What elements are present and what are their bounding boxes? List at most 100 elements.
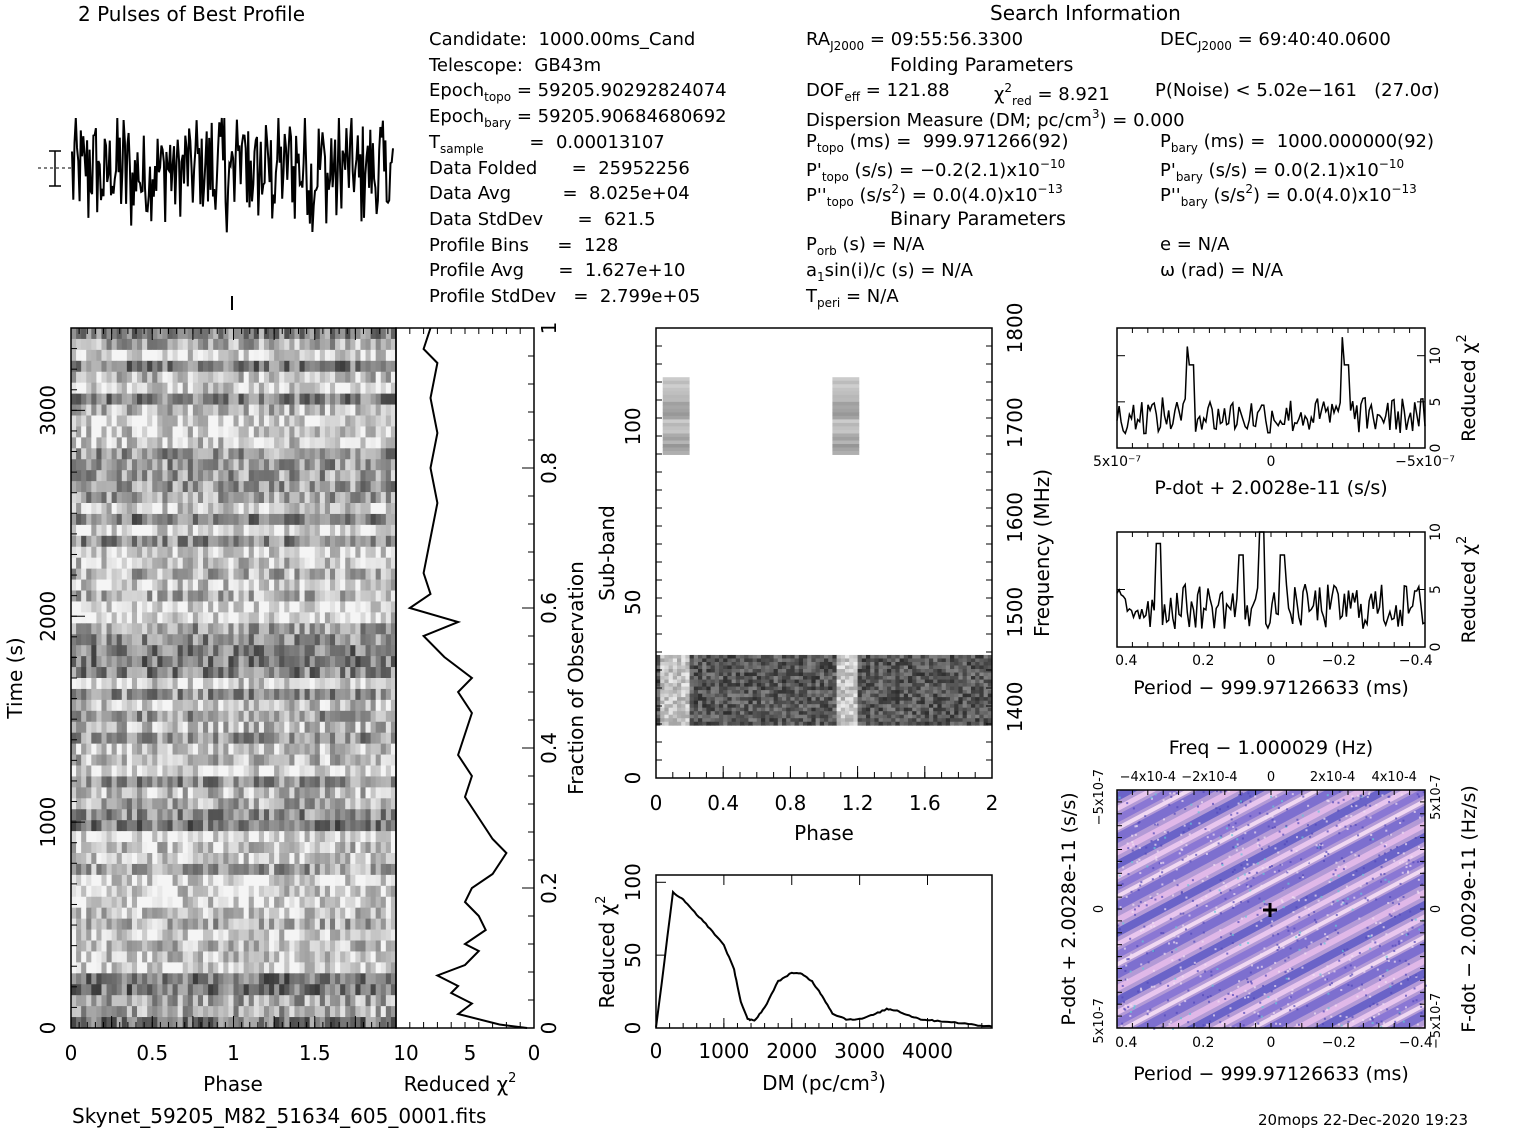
pdot-chi2-ytick: 5	[1428, 397, 1444, 406]
pulse-profile-line	[71, 117, 394, 233]
subband-xtick: 2	[986, 791, 999, 815]
time-phase-heatmap	[71, 328, 397, 1029]
subband-xtick: 0	[650, 791, 663, 815]
pdot-chi2-ytick: 0	[1428, 444, 1444, 453]
dm-xtick: 4000	[902, 1039, 953, 1063]
ppdot-xtick: −0.4	[1399, 1035, 1433, 1051]
ppdot-title: Freq − 1.000029 (Hz)	[1169, 737, 1373, 759]
time-phase-ytick: 3000	[36, 385, 60, 436]
time-chi2-ticks: 10 5 0 0 0.2 0.4 0.6 0.8 1 Reduced χ2 Fraction of …	[393, 322, 588, 1096]
dof-eff: DOFeff = 121.88	[806, 80, 950, 104]
info-left-row: Profile Avg = 1.627e+10	[429, 260, 686, 282]
dm-ylabel: Reduced χ2	[594, 896, 619, 1009]
pdot-chi2-xtick: 5x10⁻⁷	[1093, 454, 1141, 470]
eccentricity: e = N/A	[1160, 234, 1230, 255]
dec: DECJ2000 = 69:40:40.0600	[1160, 29, 1391, 53]
pddot-topo: P''topo (s/s2) = 0.0(4.0)x10−13	[806, 182, 1063, 209]
subband-ticks: 0 0.4 0.8 1.2 1.6 2 0 50 100 1400 1500 1600 1700 1800…	[595, 303, 1054, 845]
subband-ytick: 100	[621, 407, 645, 445]
time-phase-xlabel: Phase	[203, 1072, 263, 1096]
ppdot-ytick: −5x10-7	[1092, 769, 1107, 825]
reduced-chi2: χ2red = 8.921	[994, 81, 1110, 108]
pdot-chi2-line	[1116, 337, 1426, 435]
subband-phase-panel: 0 0.4 0.8 1.2 1.6 2 0 50 100 1400 1500 1600 1700 1800…	[595, 303, 1054, 845]
t-peri: Tperi = N/A	[806, 286, 899, 310]
p-pdot-panel: 0.4 0.2 0 −0.2 −0.4 −4x10-4 −2x10-4 0 2x10-4 4x10…	[1058, 737, 1480, 1085]
period-chi2-xlabel: Period − 999.97126633 (ms)	[1133, 677, 1409, 699]
dm-ytick: 50	[621, 942, 645, 967]
pdot-chi2-ylabel: Reduced χ2	[1455, 334, 1480, 442]
dm-ytick: 100	[621, 863, 645, 901]
time-chi2-xlabel: Reduced χ2	[404, 1071, 517, 1096]
info-left-row: Epochbary = 59205.90684680692	[429, 106, 727, 131]
dm-xtick: 3000	[834, 1039, 885, 1063]
ppdot-ytick: 0	[1092, 905, 1107, 913]
subband-ylabel-right: Frequency (MHz)	[1030, 469, 1054, 637]
time-chi2-panel: 10 5 0 0 0.2 0.4 0.6 0.8 1 Reduced χ2 Fraction of …	[393, 322, 588, 1096]
subband-heatmap	[656, 377, 993, 726]
p-bary: Pbary (ms) = 1000.000000(92)	[1160, 131, 1434, 155]
ppdot-ylabel: P-dot + 2.0028e-11 (s/s)	[1058, 792, 1080, 1025]
filename: Skynet_59205_M82_51634_605_0001.fits	[72, 1104, 487, 1128]
ppdot-ylabel-right: F-dot − 2.0029e-11 (Hz/s)	[1458, 785, 1480, 1033]
ppdot-right-tick: −5x10-7	[1429, 993, 1444, 1049]
time-chi2-ytick: 0.6	[537, 592, 561, 624]
dm-xtick: 1000	[698, 1039, 749, 1063]
time-chi2-xtick: 10	[393, 1041, 418, 1065]
subband-freq-tick: 1400	[1003, 681, 1027, 732]
time-chi2-ytick: 1	[537, 322, 561, 335]
ppdot-top-tick: 0	[1267, 770, 1275, 785]
time-phase-xtick: 1	[227, 1041, 240, 1065]
dispersion-measure: Dispersion Measure (DM; pc/cm3) = 0.000	[806, 107, 1185, 131]
subband-freq-tick: 1800	[1003, 303, 1027, 354]
ppdot-xtick: 0.2	[1192, 1035, 1214, 1051]
time-phase-panel: 0 0.5 1 1.5 0 1000 2000 3000 Phase Time (s)	[3, 327, 397, 1096]
time-phase-ytick: 2000	[36, 591, 60, 642]
time-chi2-ylabel-right: Fraction of Observation	[564, 561, 588, 795]
p-topo: Ptopo (ms) = 999.971266(92)	[806, 131, 1069, 155]
period-chi2-ylabel: Reduced χ2	[1455, 536, 1480, 644]
subband-xtick: 1.6	[909, 791, 941, 815]
time-phase-ytick: 1000	[36, 797, 60, 848]
time-chi2-xtick: 0	[528, 1041, 541, 1065]
footer-stamp: 20mops 22-Dec-2020 19:23	[1258, 1111, 1469, 1129]
ppdot-top-tick: −2x10-4	[1181, 770, 1237, 785]
info-left-row: Epochtopo = 59205.90292824074	[429, 80, 727, 105]
pdot-chi2-xtick: 0	[1267, 454, 1276, 470]
time-phase-xtick: 0.5	[136, 1041, 168, 1065]
pdot-topo: P'topo (s/s) = −0.2(2.1)x10−10	[806, 157, 1066, 184]
subband-freq-tick: 1500	[1003, 587, 1027, 638]
search-info-title: Search Information	[990, 1, 1181, 25]
omega: ω (rad) = N/A	[1160, 260, 1284, 281]
ppdot-top-tick: 4x10-4	[1371, 770, 1416, 785]
time-chi2-ytick: 0	[537, 1022, 561, 1035]
pdot-bary: P'bary (s/s) = 0.0(2.1)x10−10	[1160, 157, 1405, 184]
period-chi2-xtick: 0.2	[1192, 653, 1214, 669]
dm-xtick: 2000	[766, 1039, 817, 1063]
subband-xtick: 1.2	[842, 791, 874, 815]
pdot-chi2-ytick: 10	[1428, 347, 1444, 365]
time-phase-ticks: 0 0.5 1 1.5 0 1000 2000 3000 Phase Time (s)	[3, 327, 397, 1096]
info-left-row: Candidate: 1000.00ms_Cand	[429, 29, 696, 50]
ppdot-right-tick: 5x10-7	[1429, 774, 1444, 819]
best-fit-marker	[1263, 903, 1277, 917]
time-phase-xtick: 1.5	[299, 1041, 331, 1065]
ra: RAJ2000 = 09:55:56.3300	[806, 29, 1024, 53]
period-chi2-xtick: −0.2	[1322, 653, 1356, 669]
info-left-row: Tsample = 0.00013107	[429, 131, 665, 156]
time-phase-xtick: 0	[65, 1041, 78, 1065]
ppdot-xtick: 0.4	[1115, 1035, 1137, 1051]
dm-xlabel: DM (pc/cm3)	[762, 1070, 886, 1095]
p-pdot-ticks: 0.4 0.2 0 −0.2 −0.4 −4x10-4 −2x10-4 0 2x10-4 4x10…	[1058, 737, 1480, 1085]
ppdot-xtick: −0.2	[1322, 1035, 1356, 1051]
dm-chi2-panel: 0 1000 2000 3000 4000 0 50 100 DM (pc/cm3) Reduce…	[594, 863, 993, 1095]
period-chi2-panel: 0 5 10 0.4 0.2 0 −0.2 −0.4 Period − 999.97126633…	[1115, 523, 1480, 699]
best-profile-title: 2 Pulses of Best Profile	[78, 2, 305, 26]
time-chi2-ytick: 0.4	[537, 732, 561, 764]
period-chi2-xtick: −0.4	[1399, 653, 1433, 669]
dm-ticks: 0 1000 2000 3000 4000 0 50 100 DM (pc/cm3) Reduce…	[594, 863, 983, 1095]
period-chi2-ytick: 10	[1428, 523, 1444, 541]
time-chi2-line	[407, 327, 528, 1029]
ppdot-xlabel: Period − 999.97126633 (ms)	[1133, 1063, 1409, 1085]
p-pdot-speckle	[1117, 790, 1427, 1030]
